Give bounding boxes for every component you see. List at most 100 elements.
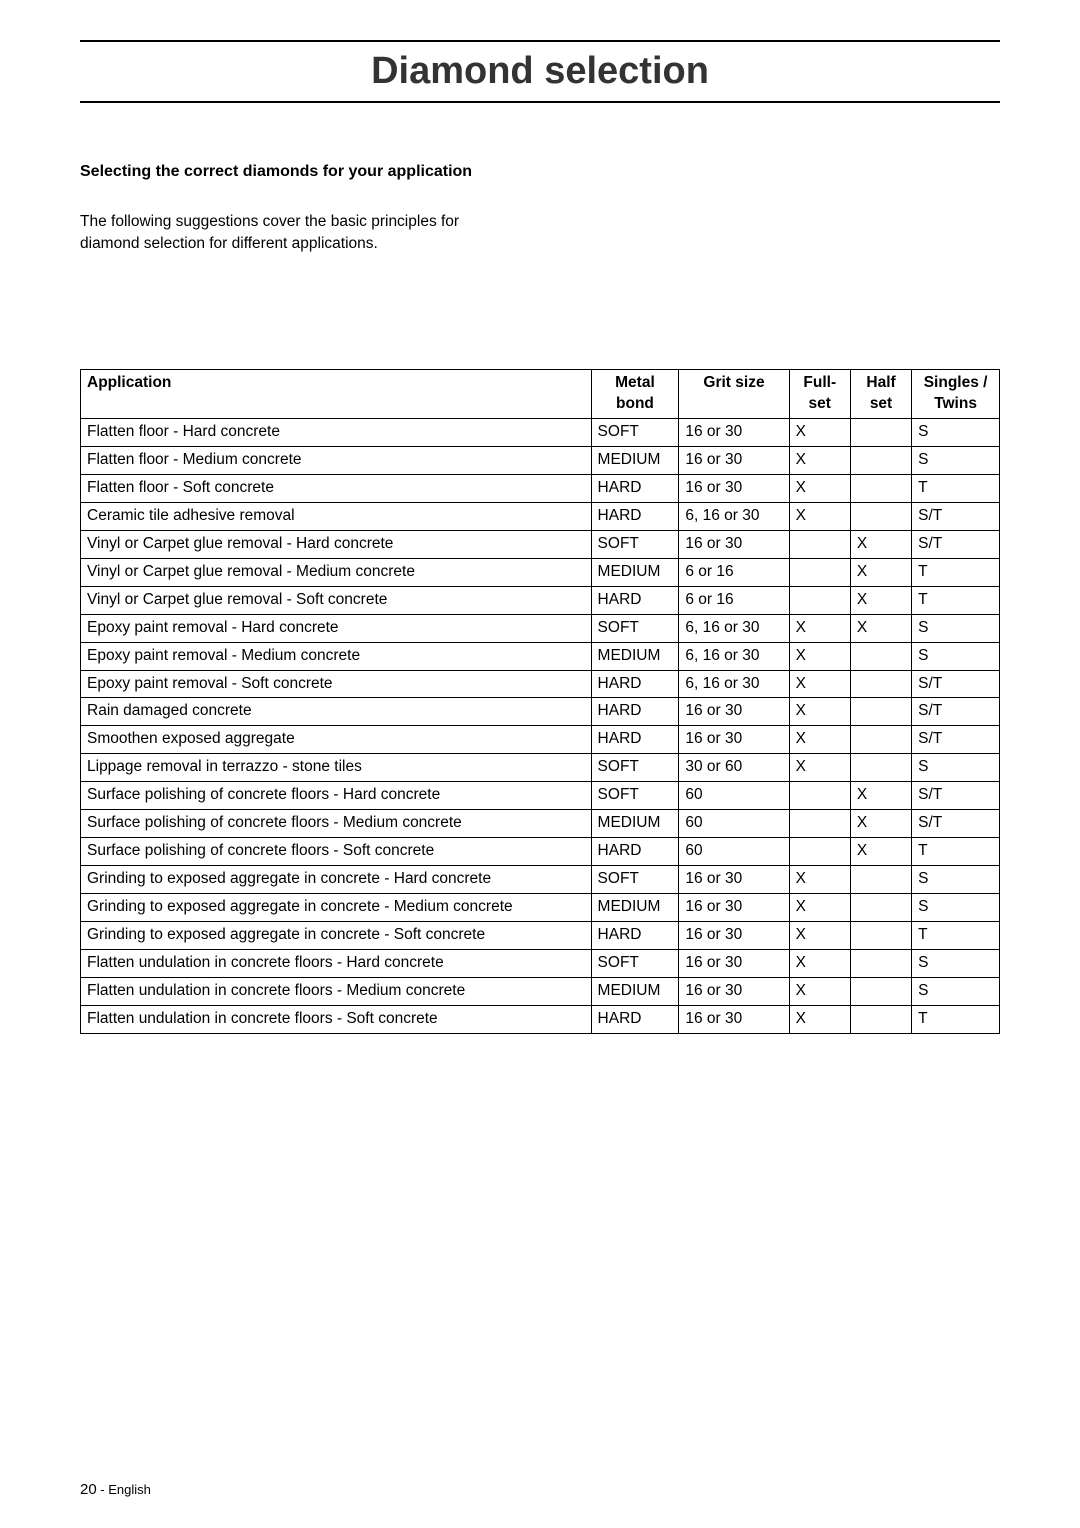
table-row: Smoothen exposed aggregateHARD16 or 30XS…	[81, 726, 1000, 754]
col-half-set: Half set	[850, 370, 911, 419]
cell-grit: 6, 16 or 30	[679, 614, 789, 642]
cell-st: S	[912, 419, 1000, 447]
cell-half	[850, 977, 911, 1005]
page-title: Diamond selection	[80, 44, 1000, 99]
intro-text: The following suggestions cover the basi…	[80, 211, 1000, 254]
cell-st: S	[912, 977, 1000, 1005]
table-row: Ceramic tile adhesive removalHARD6, 16 o…	[81, 502, 1000, 530]
cell-st: S/T	[912, 502, 1000, 530]
cell-bond: SOFT	[591, 614, 679, 642]
cell-full: X	[789, 475, 850, 503]
cell-app: Surface polishing of concrete floors - H…	[81, 782, 592, 810]
cell-app: Grinding to exposed aggregate in concret…	[81, 921, 592, 949]
cell-half	[850, 670, 911, 698]
table-row: Epoxy paint removal - Medium concreteMED…	[81, 642, 1000, 670]
table-row: Flatten undulation in concrete floors - …	[81, 977, 1000, 1005]
cell-full	[789, 838, 850, 866]
cell-app: Vinyl or Carpet glue removal - Medium co…	[81, 558, 592, 586]
selection-table-wrap: Application Metal bond Grit size Full- s…	[80, 369, 1000, 1033]
cell-bond: SOFT	[591, 949, 679, 977]
cell-st: S	[912, 447, 1000, 475]
cell-full: X	[789, 670, 850, 698]
cell-bond: SOFT	[591, 754, 679, 782]
table-row: Surface polishing of concrete floors - S…	[81, 838, 1000, 866]
cell-st: S/T	[912, 670, 1000, 698]
cell-bond: HARD	[591, 502, 679, 530]
cell-st: S	[912, 614, 1000, 642]
cell-grit: 6 or 16	[679, 586, 789, 614]
cell-st: T	[912, 838, 1000, 866]
cell-st: S	[912, 893, 1000, 921]
cell-full: X	[789, 642, 850, 670]
cell-grit: 60	[679, 810, 789, 838]
cell-full	[789, 558, 850, 586]
table-row: Flatten floor - Hard concreteSOFT16 or 3…	[81, 419, 1000, 447]
col-application: Application	[81, 370, 592, 419]
cell-grit: 60	[679, 838, 789, 866]
cell-app: Epoxy paint removal - Soft concrete	[81, 670, 592, 698]
table-row: Flatten floor - Soft concreteHARD16 or 3…	[81, 475, 1000, 503]
cell-app: Surface polishing of concrete floors - M…	[81, 810, 592, 838]
cell-app: Vinyl or Carpet glue removal - Hard conc…	[81, 530, 592, 558]
cell-grit: 30 or 60	[679, 754, 789, 782]
cell-half	[850, 865, 911, 893]
table-row: Surface polishing of concrete floors - M…	[81, 810, 1000, 838]
cell-app: Flatten undulation in concrete floors - …	[81, 977, 592, 1005]
cell-bond: HARD	[591, 838, 679, 866]
table-row: Lippage removal in terrazzo - stone tile…	[81, 754, 1000, 782]
col-full-set: Full- set	[789, 370, 850, 419]
cell-app: Flatten floor - Soft concrete	[81, 475, 592, 503]
cell-grit: 16 or 30	[679, 698, 789, 726]
cell-grit: 16 or 30	[679, 419, 789, 447]
cell-full: X	[789, 754, 850, 782]
cell-grit: 16 or 30	[679, 447, 789, 475]
cell-grit: 16 or 30	[679, 921, 789, 949]
cell-st: T	[912, 586, 1000, 614]
cell-half	[850, 893, 911, 921]
cell-half: X	[850, 782, 911, 810]
cell-app: Epoxy paint removal - Medium concrete	[81, 642, 592, 670]
cell-bond: HARD	[591, 698, 679, 726]
cell-grit: 16 or 30	[679, 1005, 789, 1033]
selection-table: Application Metal bond Grit size Full- s…	[80, 369, 1000, 1033]
col-text: Twins	[934, 395, 977, 412]
cell-st: S	[912, 642, 1000, 670]
col-text: Full-	[803, 374, 836, 391]
cell-half	[850, 921, 911, 949]
cell-grit: 6, 16 or 30	[679, 642, 789, 670]
cell-st: S/T	[912, 810, 1000, 838]
cell-full: X	[789, 614, 850, 642]
cell-half	[850, 419, 911, 447]
cell-st: S	[912, 754, 1000, 782]
intro-line: The following suggestions cover the basi…	[80, 213, 459, 230]
cell-app: Flatten floor - Hard concrete	[81, 419, 592, 447]
cell-half	[850, 949, 911, 977]
page-number: 20	[80, 1481, 97, 1498]
cell-st: S/T	[912, 782, 1000, 810]
cell-grit: 16 or 30	[679, 475, 789, 503]
table-body: Flatten floor - Hard concreteSOFT16 or 3…	[81, 419, 1000, 1033]
cell-full: X	[789, 698, 850, 726]
cell-half	[850, 726, 911, 754]
col-text: set	[870, 395, 892, 412]
cell-full: X	[789, 949, 850, 977]
cell-st: T	[912, 921, 1000, 949]
cell-st: S	[912, 865, 1000, 893]
cell-bond: HARD	[591, 475, 679, 503]
cell-half	[850, 642, 911, 670]
cell-half: X	[850, 530, 911, 558]
cell-bond: HARD	[591, 1005, 679, 1033]
cell-half	[850, 754, 911, 782]
cell-full: X	[789, 419, 850, 447]
cell-bond: MEDIUM	[591, 642, 679, 670]
cell-app: Rain damaged concrete	[81, 698, 592, 726]
table-row: Epoxy paint removal - Hard concreteSOFT6…	[81, 614, 1000, 642]
col-grit-size: Grit size	[679, 370, 789, 419]
cell-bond: SOFT	[591, 782, 679, 810]
cell-full	[789, 782, 850, 810]
cell-full: X	[789, 893, 850, 921]
cell-st: S	[912, 949, 1000, 977]
intro-line: diamond selection for different applicat…	[80, 235, 378, 252]
cell-bond: SOFT	[591, 530, 679, 558]
table-row: Vinyl or Carpet glue removal - Hard conc…	[81, 530, 1000, 558]
